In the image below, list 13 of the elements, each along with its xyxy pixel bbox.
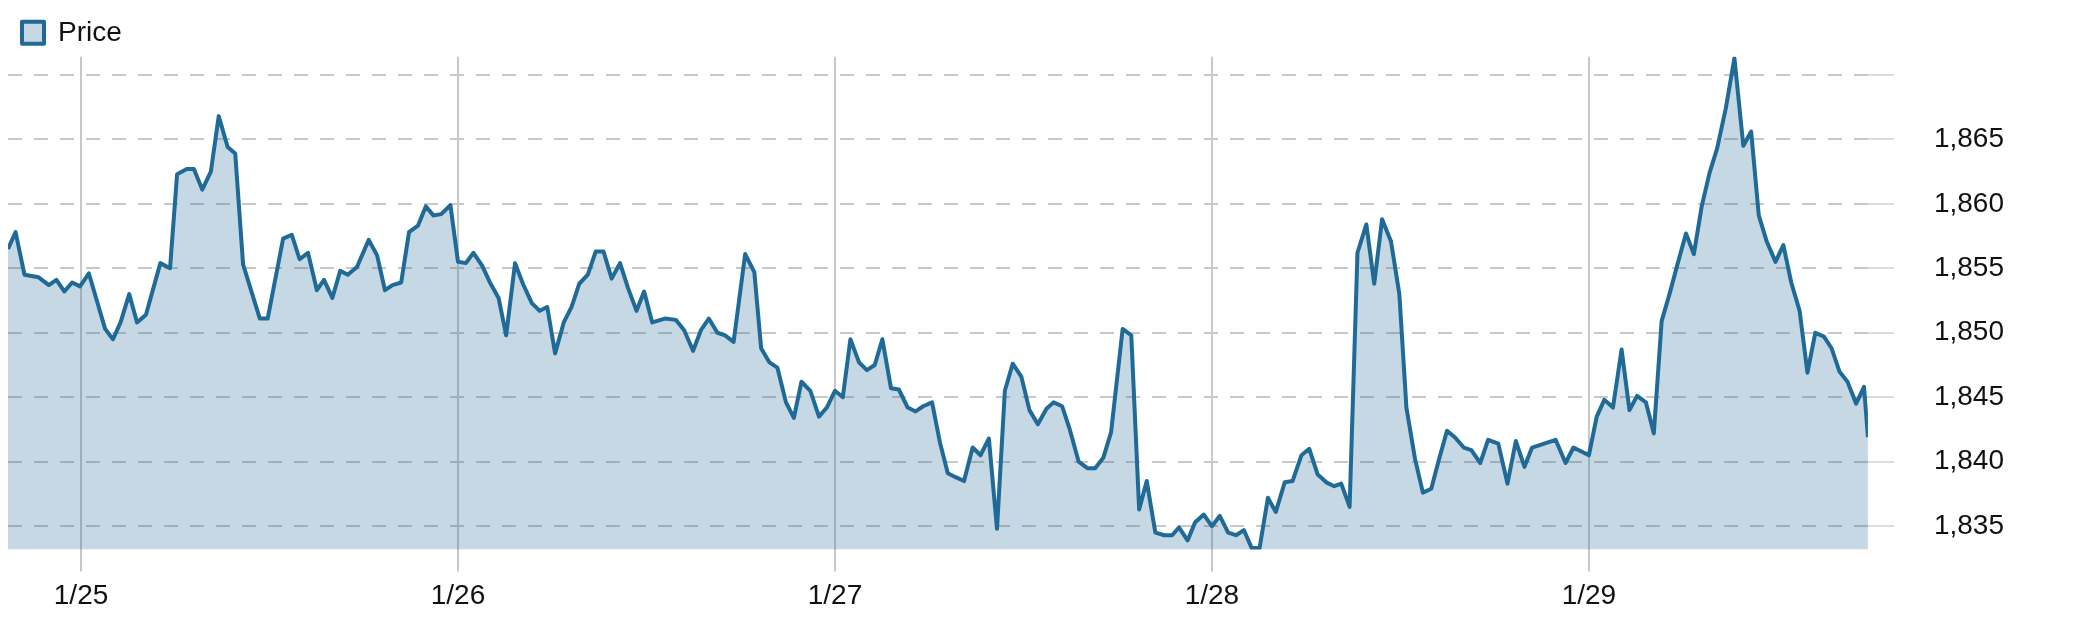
legend-label: Price — [58, 15, 122, 47]
y-tick-label: 1,860 — [1933, 186, 2005, 218]
y-tick-label: 1,865 — [1933, 122, 2005, 154]
x-tick-label: 1/25 — [53, 578, 109, 610]
x-tick-label: 1/29 — [1561, 578, 1617, 610]
y-tick-label: 1,850 — [1933, 315, 2005, 347]
x-tick-label: 1/26 — [430, 578, 486, 610]
x-tick-label: 1/27 — [807, 578, 863, 610]
y-tick-label: 1,855 — [1933, 251, 2005, 282]
y-tick-label: 1,845 — [1933, 379, 2005, 411]
y-tick-label: 1,835 — [1933, 508, 2005, 540]
y-tick-label: 1,840 — [1933, 444, 2005, 476]
x-tick-label: 1/28 — [1184, 578, 1240, 610]
